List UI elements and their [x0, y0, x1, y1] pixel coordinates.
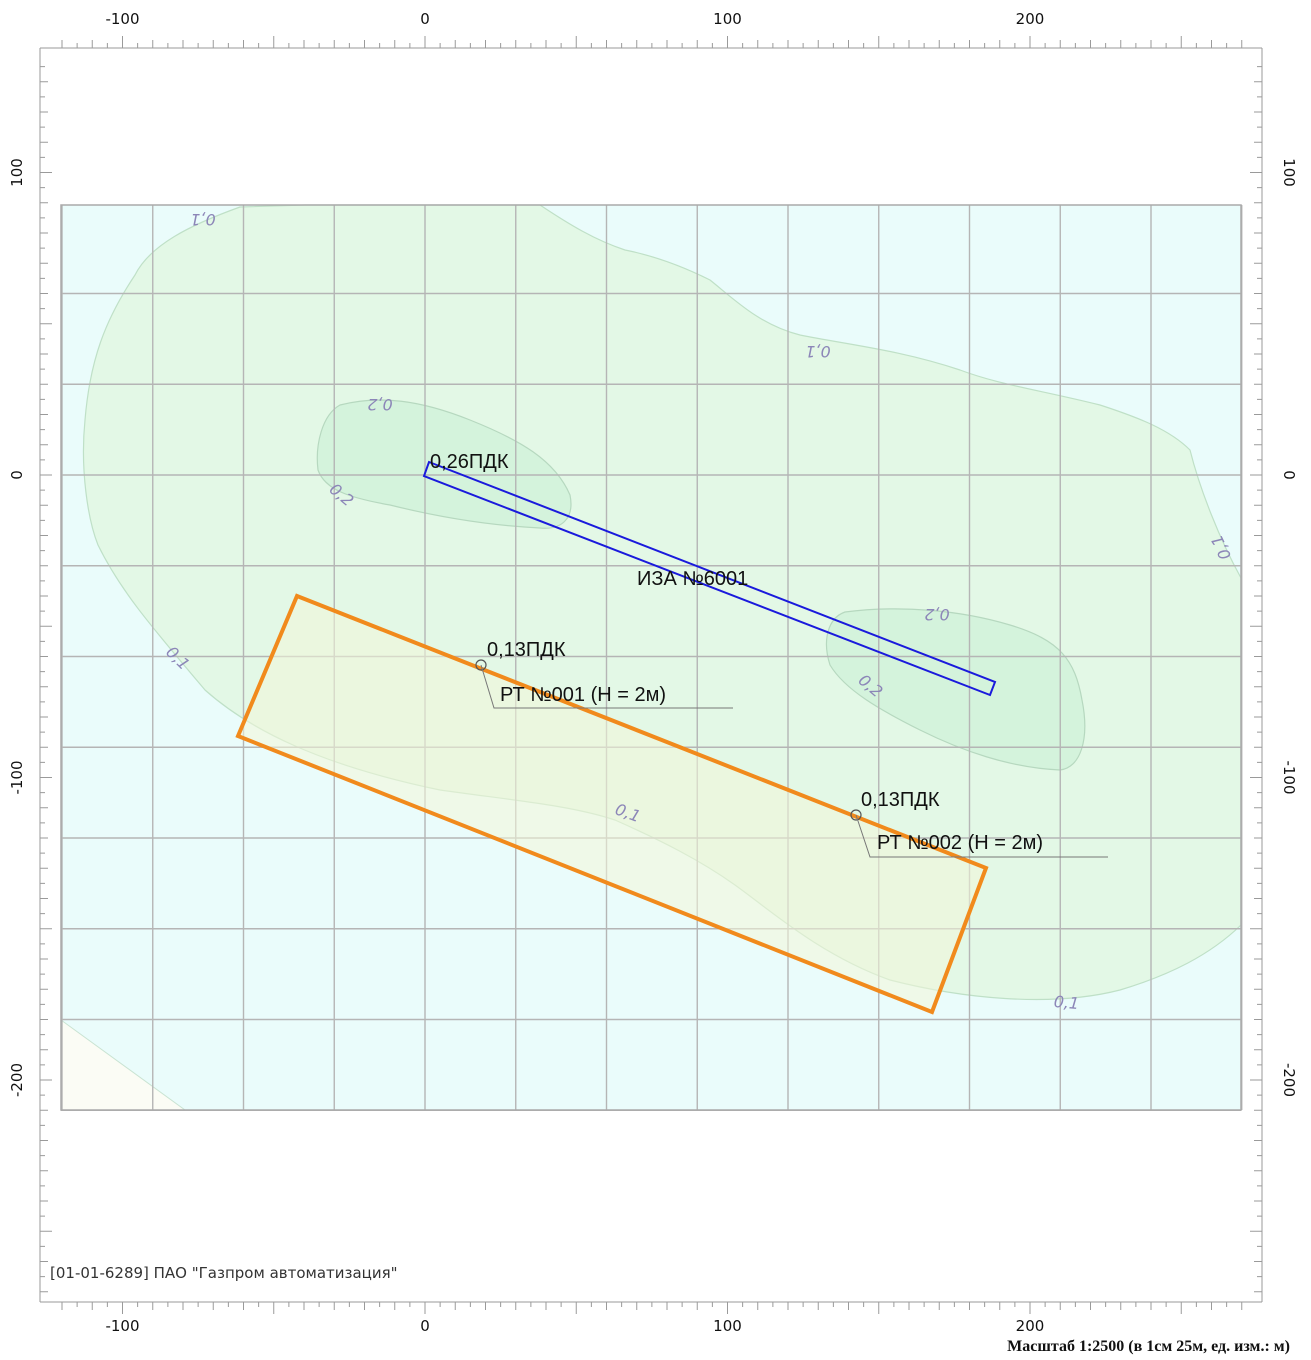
x-axis-labels-top: -100 0 100 200: [105, 10, 1044, 28]
point-marker-002: [850, 809, 862, 821]
bottom-ruler: [40, 1301, 1262, 1314]
y-tick-label-right: -200: [1280, 1063, 1298, 1097]
x-tick-label-bottom: 0: [420, 1317, 430, 1335]
x-tick-label-top: 0: [420, 10, 430, 28]
y-tick-label-right: 0: [1280, 470, 1298, 480]
x-tick-label-bottom: 200: [1016, 1317, 1045, 1335]
calculation-area-outline: [235, 593, 989, 1015]
top-ruler: [40, 36, 1262, 49]
point-leader-001: [480, 664, 733, 709]
left-ruler: [39, 48, 52, 1302]
point-value-label-001: 0,13ПДК: [487, 639, 566, 661]
y-tick-label-right: 100: [1280, 158, 1298, 187]
x-axis-labels-bottom: -100 0 100 200: [105, 1317, 1044, 1335]
x-tick-label-bottom: -100: [105, 1317, 139, 1335]
x-tick-label-top: 200: [1016, 10, 1045, 28]
map-frame: [60, 204, 1242, 1111]
y-axis-labels-right: 100 0 -100 -200: [1280, 158, 1298, 1097]
scale-label: Масштаб 1:2500 (в 1см 25м, ед. изм.: м): [1007, 1338, 1290, 1355]
contour-label-inner-top: 0,2: [367, 395, 392, 414]
x-tick-label-top: -100: [105, 10, 139, 28]
concentration-zone-0-2-west: [316, 399, 572, 529]
y-tick-label-left: -200: [8, 1063, 26, 1097]
point-name-label-001: РТ №001 (Н = 2м): [500, 684, 666, 706]
y-tick-label-left: 100: [8, 158, 26, 187]
source-name-label: ИЗА №6001: [637, 568, 748, 590]
emission-source-outline: [422, 460, 997, 697]
x-tick-label-top: 100: [713, 10, 742, 28]
point-leader-002: [855, 814, 1108, 858]
contour-label-bottom-right: 0,1: [1053, 992, 1080, 1013]
point-name-label-002: РТ №002 (Н = 2м): [877, 832, 1043, 854]
copyright-label: [01-01-6289] ПАО "Газпром автоматизация": [50, 1264, 398, 1282]
point-value-label-002: 0,13ПДК: [861, 789, 940, 811]
source-value-label: 0,26ПДК: [430, 451, 509, 473]
y-tick-label-left: 0: [8, 470, 26, 480]
contour-label-top-center: 0,1: [805, 342, 830, 361]
point-marker-001: [475, 659, 487, 671]
y-axis-labels-left: 100 0 -100 -200: [8, 158, 26, 1097]
y-tick-label-left: -100: [8, 760, 26, 794]
y-tick-label-right: -100: [1280, 760, 1298, 794]
x-tick-label-bottom: 100: [713, 1317, 742, 1335]
contour-label-inner-right-top: 0,2: [924, 605, 949, 624]
contour-label-top-left: 0,1: [190, 210, 215, 229]
right-ruler: [1250, 48, 1263, 1302]
